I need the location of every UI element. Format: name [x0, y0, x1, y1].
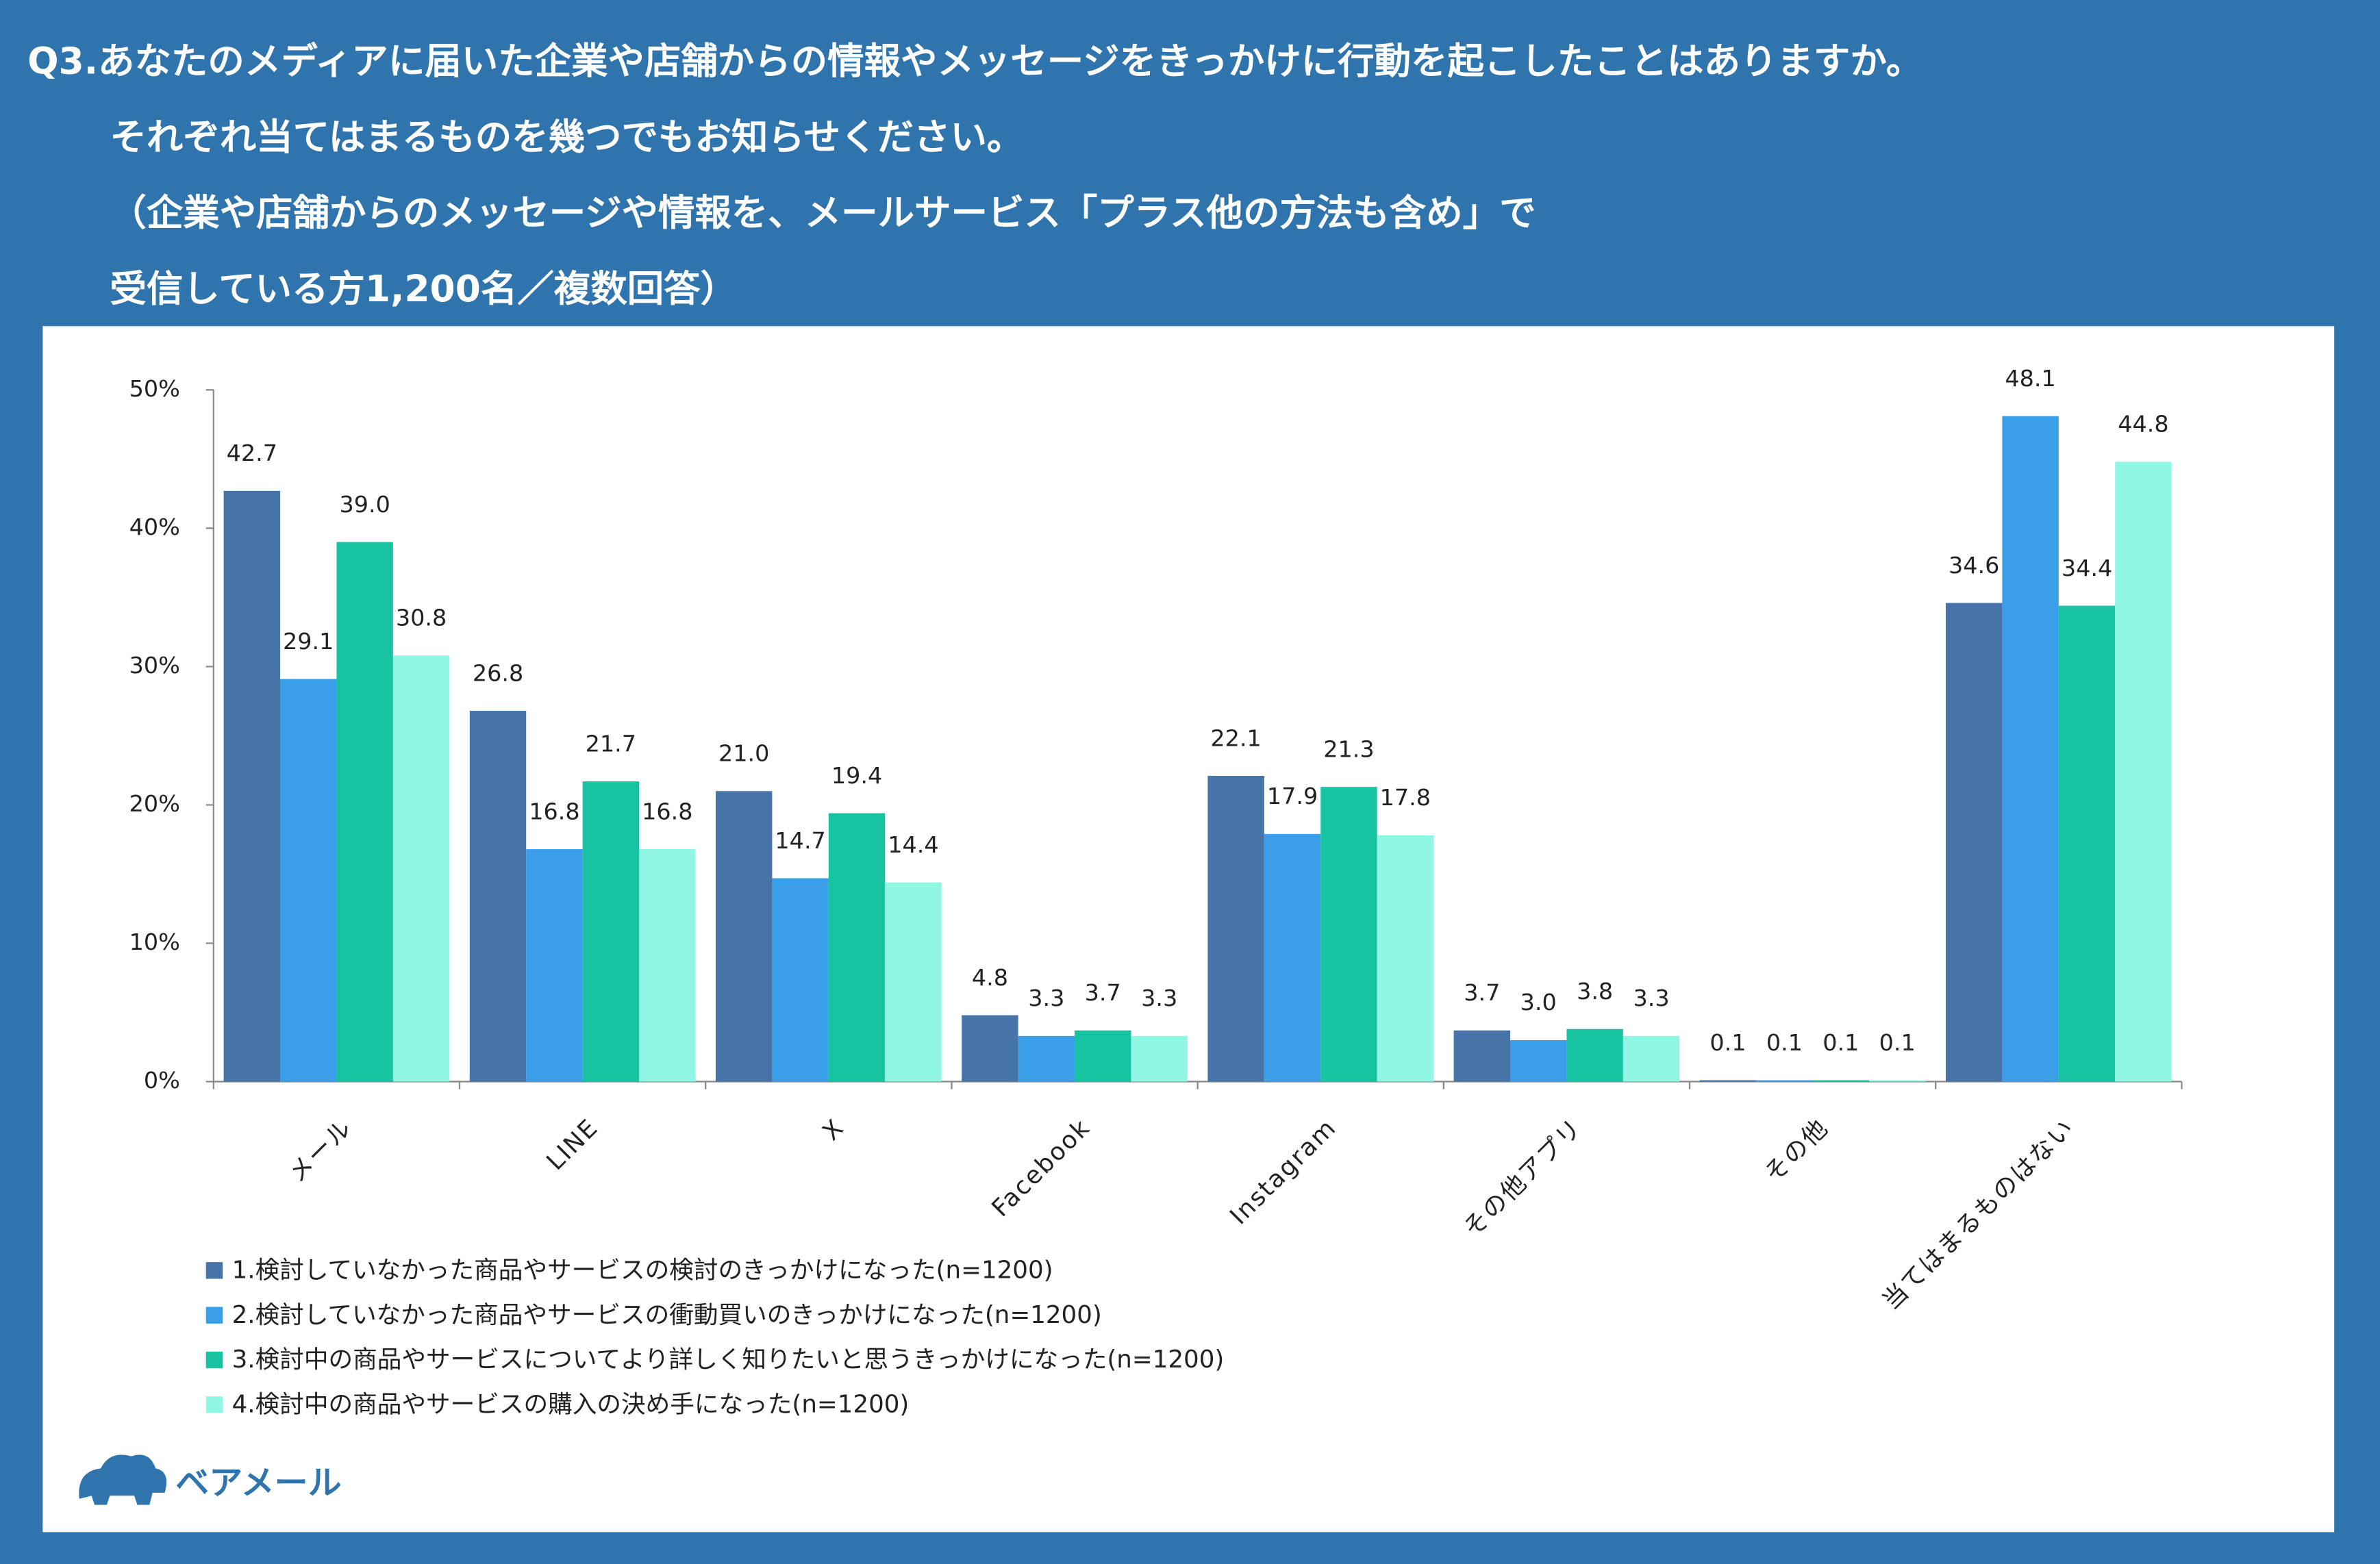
y-tick-label: 50% [129, 375, 180, 402]
legend-swatch [205, 1396, 223, 1413]
bar [392, 655, 450, 1082]
bar [1623, 1035, 1680, 1082]
value-label: 0.1 [1822, 1029, 1859, 1056]
value-label: 16.8 [642, 798, 692, 824]
chart-title: それぞれ当てはまるものを幾つでもお知らせください。 [110, 116, 1023, 159]
value-label: 39.0 [339, 491, 390, 518]
bar [223, 490, 281, 1082]
value-label: 30.8 [396, 605, 447, 631]
value-label: 29.1 [283, 628, 334, 655]
y-tick-label: 20% [129, 790, 180, 817]
legend-label: 2.検討していなかった商品やサービスの衝動買いのきっかけになった(n=1200) [232, 1301, 1102, 1329]
bar [2115, 462, 2172, 1082]
bar [336, 542, 393, 1082]
legend-label: 3.検討中の商品やサービスについてより詳しく知りたいと思うきっかけになった(n=… [232, 1346, 1225, 1374]
bar [469, 711, 527, 1082]
bar [1699, 1080, 1757, 1082]
bar [772, 878, 829, 1082]
value-label: 4.8 [972, 964, 1008, 991]
logo: ベアメール [79, 1454, 342, 1505]
bar [1566, 1029, 1623, 1082]
bar [1453, 1030, 1511, 1082]
chart-title: （企業や店舗からのメッセージや情報を、メールサービス「プラス他の方法も含め」で [110, 192, 1536, 234]
value-label: 34.6 [1949, 552, 1999, 579]
y-tick-label: 30% [129, 652, 180, 679]
legend-swatch [205, 1307, 223, 1324]
bar [1812, 1080, 1870, 1082]
bar [1869, 1080, 1926, 1082]
logo-text: ベアメール [175, 1463, 342, 1502]
bar [1377, 835, 1434, 1082]
value-label: 21.0 [718, 740, 769, 767]
bar [1075, 1030, 1131, 1082]
bar [1510, 1039, 1567, 1082]
value-label: 0.1 [1879, 1029, 1916, 1056]
bar [2002, 416, 2059, 1082]
value-label: 16.8 [529, 798, 579, 824]
legend-label: 1.検討していなかった商品やサービスの検討のきっかけになった(n=1200) [232, 1257, 1053, 1285]
bar [2058, 605, 2116, 1082]
bar [1945, 603, 2003, 1082]
bar [1756, 1080, 1813, 1082]
value-label: 3.3 [1141, 985, 1177, 1011]
y-tick-label: 40% [129, 514, 180, 540]
bar [1264, 833, 1321, 1082]
y-tick-label: 10% [129, 929, 180, 955]
value-label: 42.7 [227, 440, 277, 466]
bar [526, 849, 583, 1082]
value-label: 48.1 [2005, 365, 2055, 392]
value-label: 14.4 [888, 831, 938, 858]
value-label: 21.3 [1323, 736, 1374, 763]
legend-label: 4.検討中の商品やサービスの購入の決め手になった(n=1200) [232, 1391, 910, 1419]
value-label: 34.4 [2062, 555, 2112, 581]
bar [1320, 787, 1377, 1082]
bar [716, 791, 773, 1082]
bar [1131, 1035, 1188, 1082]
value-label: 26.8 [473, 659, 523, 686]
legend-swatch [205, 1262, 223, 1279]
value-label: 22.1 [1210, 724, 1261, 751]
legend-swatch [205, 1351, 223, 1369]
value-label: 3.7 [1085, 979, 1121, 1006]
chart-title: Q3.あなたのメディアに届いた企業や店舗からの情報やメッセージをきっかけに行動を… [27, 40, 1922, 83]
bar [582, 781, 640, 1082]
bar [639, 849, 696, 1082]
value-label: 0.1 [1766, 1029, 1803, 1056]
y-tick-label: 0% [144, 1067, 180, 1094]
bar [828, 813, 886, 1082]
bar [885, 882, 942, 1082]
chart-title: 受信している方1,200名／複数回答） [110, 268, 737, 310]
value-label: 3.8 [1577, 978, 1613, 1005]
value-label: 19.4 [831, 762, 882, 789]
value-label: 3.7 [1464, 979, 1500, 1006]
value-label: 17.8 [1380, 784, 1431, 811]
logo-icon [79, 1454, 167, 1505]
value-label: 3.0 [1520, 989, 1557, 1016]
value-label: 14.7 [775, 827, 825, 854]
bar [1018, 1035, 1075, 1082]
bar [280, 679, 337, 1082]
value-label: 3.3 [1028, 985, 1064, 1011]
value-label: 44.8 [2118, 411, 2168, 438]
value-label: 0.1 [1709, 1029, 1746, 1056]
bar [1207, 776, 1264, 1082]
value-label: 17.9 [1267, 783, 1318, 809]
bar [962, 1015, 1018, 1082]
value-label: 21.7 [586, 730, 636, 757]
value-label: 3.3 [1633, 985, 1669, 1011]
